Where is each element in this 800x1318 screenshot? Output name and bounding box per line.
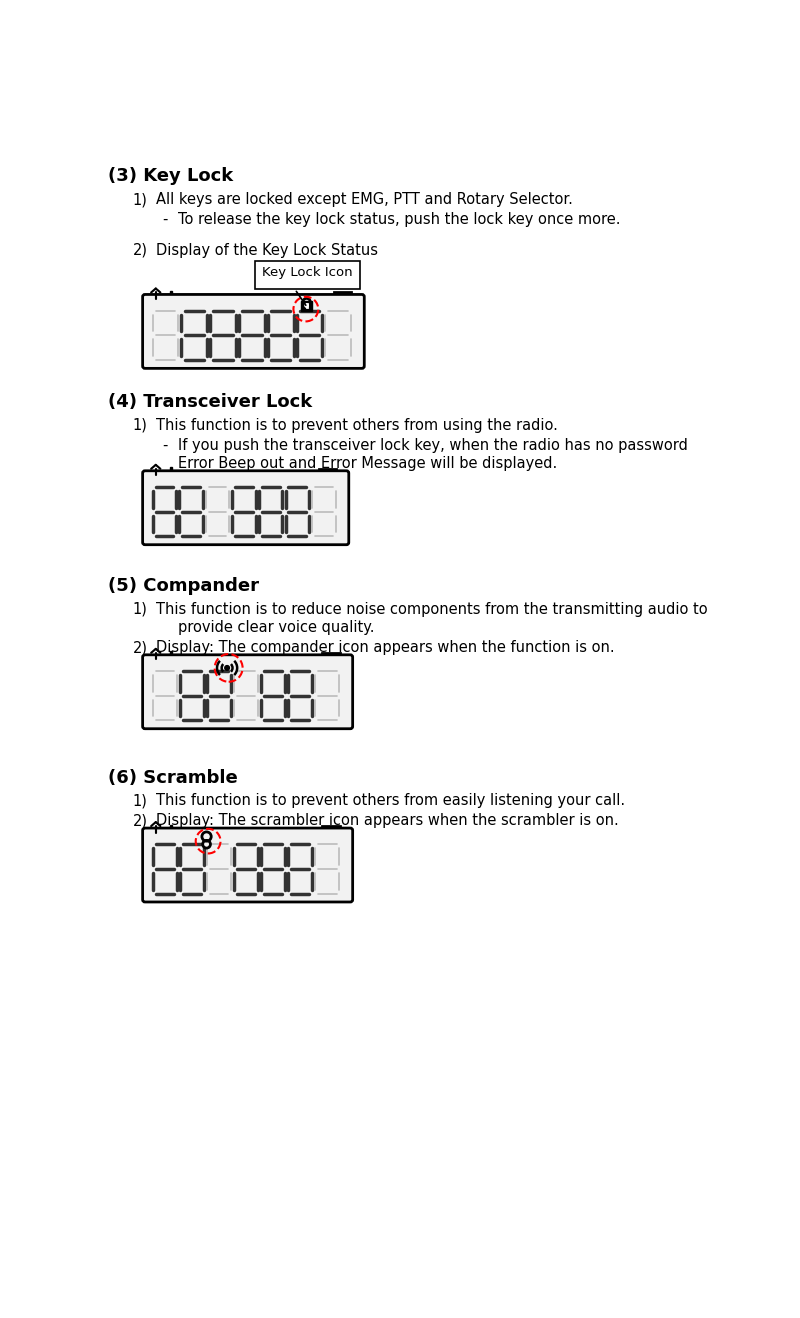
Bar <box>353 295 355 301</box>
Circle shape <box>178 890 182 894</box>
Circle shape <box>232 890 236 894</box>
Bar <box>162 834 164 837</box>
Circle shape <box>337 532 341 536</box>
Bar <box>164 832 166 837</box>
Text: (3) Key Lock: (3) Key Lock <box>108 167 233 186</box>
Bar <box>170 651 172 663</box>
Circle shape <box>237 356 241 360</box>
Bar <box>164 298 166 303</box>
Bar <box>337 472 340 477</box>
Circle shape <box>314 716 318 720</box>
Text: 2): 2) <box>133 243 147 258</box>
Text: 1): 1) <box>133 793 147 808</box>
Circle shape <box>225 666 230 671</box>
Text: 1): 1) <box>133 602 147 617</box>
FancyBboxPatch shape <box>142 655 353 729</box>
Text: (4) Transceiver Lock: (4) Transceiver Lock <box>108 393 312 411</box>
Text: This function is to reduce noise components from the transmitting audio to: This function is to reduce noise compone… <box>156 602 707 617</box>
Bar <box>341 829 343 834</box>
Text: 2): 2) <box>133 641 147 655</box>
Bar <box>162 660 164 663</box>
FancyBboxPatch shape <box>142 828 353 902</box>
Text: 1): 1) <box>133 192 147 207</box>
Text: This function is to prevent others from using the radio.: This function is to prevent others from … <box>156 418 558 432</box>
Circle shape <box>259 890 263 894</box>
Circle shape <box>286 716 290 720</box>
Circle shape <box>341 890 345 894</box>
Bar <box>170 291 172 303</box>
Text: Error Beep out and Error Message will be displayed.: Error Beep out and Error Message will be… <box>178 456 557 471</box>
Bar <box>167 471 170 480</box>
Text: -: - <box>162 212 167 227</box>
Text: If you push the transceiver lock key, when the radio has no password: If you push the transceiver lock key, wh… <box>178 438 687 452</box>
Circle shape <box>310 532 314 536</box>
Circle shape <box>341 716 345 720</box>
Circle shape <box>179 356 183 360</box>
Bar <box>170 468 172 480</box>
Bar <box>334 293 353 303</box>
Text: All keys are locked except EMG, PTT and Rotary Selector.: All keys are locked except EMG, PTT and … <box>156 192 573 207</box>
Bar <box>301 302 312 311</box>
Text: Display: The scrambler icon appears when the scrambler is on.: Display: The scrambler icon appears when… <box>156 813 618 829</box>
Bar <box>167 294 170 303</box>
Bar <box>318 469 337 480</box>
Bar <box>167 828 170 837</box>
Circle shape <box>205 890 209 894</box>
Bar <box>170 825 172 837</box>
Circle shape <box>323 356 327 360</box>
Bar <box>162 301 164 303</box>
Bar <box>164 474 166 480</box>
Text: This function is to prevent others from easily listening your call.: This function is to prevent others from … <box>156 793 625 808</box>
Text: (6) Scramble: (6) Scramble <box>108 768 238 787</box>
Circle shape <box>305 304 308 307</box>
Circle shape <box>230 532 234 536</box>
Circle shape <box>178 532 182 536</box>
Bar <box>341 655 343 660</box>
Circle shape <box>232 716 236 720</box>
Text: 1): 1) <box>133 418 147 432</box>
Circle shape <box>284 532 287 536</box>
Circle shape <box>208 356 212 360</box>
Circle shape <box>266 356 270 360</box>
Bar <box>167 655 170 663</box>
Circle shape <box>259 716 263 720</box>
Bar <box>255 261 360 289</box>
Text: Display: The compander icon appears when the function is on.: Display: The compander icon appears when… <box>156 641 614 655</box>
Bar <box>322 826 341 837</box>
Circle shape <box>314 890 318 894</box>
Bar <box>164 658 166 663</box>
Circle shape <box>257 532 261 536</box>
Circle shape <box>352 356 356 360</box>
Circle shape <box>205 716 209 720</box>
Circle shape <box>286 890 290 894</box>
Text: provide clear voice quality.: provide clear voice quality. <box>178 621 374 635</box>
FancyBboxPatch shape <box>142 294 364 368</box>
Bar <box>162 477 164 480</box>
FancyBboxPatch shape <box>142 471 349 544</box>
Text: Display of the Key Lock Status: Display of the Key Lock Status <box>156 243 378 258</box>
Circle shape <box>178 716 182 720</box>
Text: Key Lock Icon: Key Lock Icon <box>262 266 353 279</box>
Text: To release the key lock status, push the lock key once more.: To release the key lock status, push the… <box>178 212 620 227</box>
Circle shape <box>204 532 208 536</box>
Text: 2): 2) <box>133 813 147 829</box>
Bar <box>322 652 341 663</box>
Text: -: - <box>162 438 167 452</box>
Circle shape <box>294 356 298 360</box>
Text: (5) Compander: (5) Compander <box>108 577 258 594</box>
